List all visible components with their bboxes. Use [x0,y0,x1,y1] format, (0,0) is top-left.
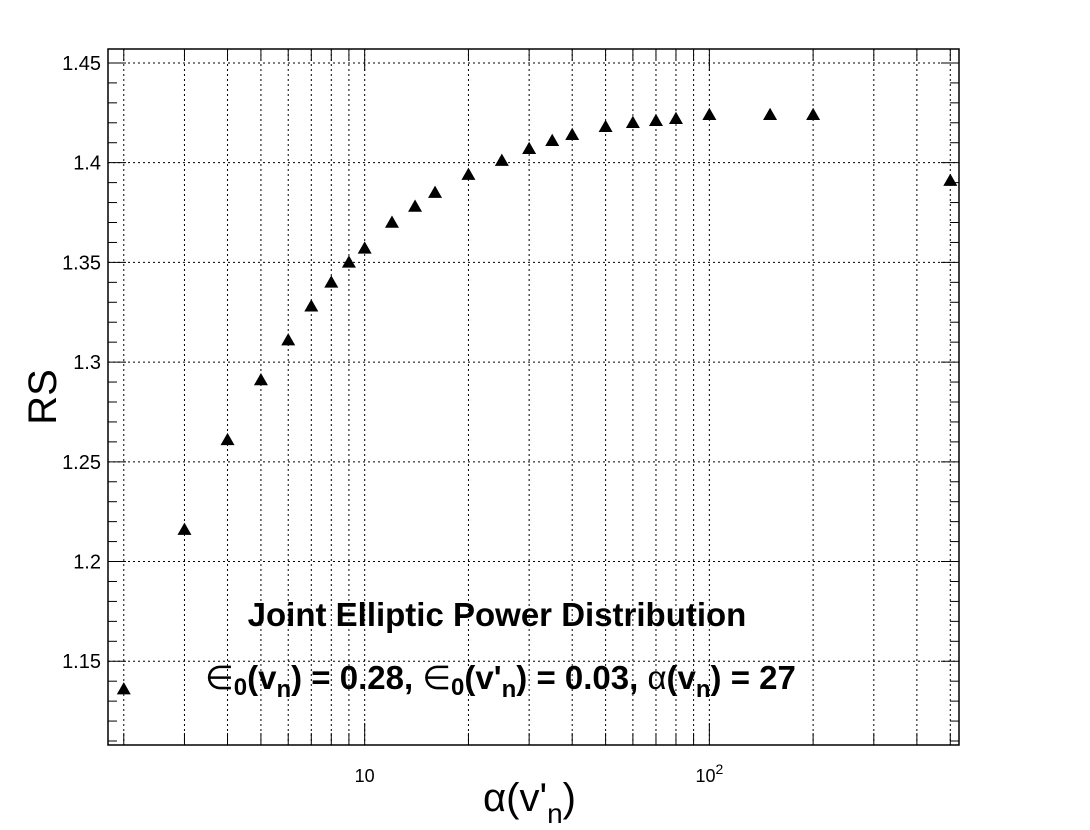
data-point [648,113,663,127]
data-point [324,275,339,288]
data-point [116,682,131,695]
data-point [702,107,717,121]
data-point [763,107,778,121]
annotation-title: Joint Elliptic Power Distribution [248,596,747,633]
y-tick-label: 1.15 [62,651,101,673]
data-point [220,432,235,446]
annotation-params: ∈0(vn) = 0.28, ∈0(v'n) = 0.03, α(vn) = 2… [205,659,796,703]
data-point [545,133,560,146]
data-point [281,333,296,346]
data-point [304,299,319,312]
y-tick-label: 1.2 [73,552,101,574]
data-point [384,215,399,228]
data-point [668,111,683,125]
data-point [522,141,537,154]
data-point [408,199,423,212]
data-point [625,115,640,129]
y-axis-title: RS [21,369,65,425]
x-tick-label: 10 [355,766,375,786]
y-tick-label: 1.45 [62,53,101,75]
x-tick-label: 102 [695,761,723,786]
data-point [565,127,580,141]
data-point [357,241,372,254]
data-point [943,173,958,186]
y-tick-label: 1.25 [62,452,101,474]
data-point [341,255,356,268]
data-point [253,373,268,386]
x-axis-title: α(v'n) [483,776,576,829]
data-point [177,522,192,535]
plot-frame [107,48,960,746]
data-point [428,185,443,198]
y-tick-label: 1.3 [73,352,101,374]
y-tick-labels: 1.15 1.2 1.25 1.3 1.35 1.4 1.45 [62,53,101,673]
x-tick-labels: 10 102 [355,761,724,786]
data-points [116,107,958,695]
data-point [494,153,509,166]
grid-lines [108,49,959,745]
data-point [598,119,613,133]
data-point [806,107,821,121]
y-tick-label: 1.4 [73,153,101,175]
data-point [461,167,476,180]
axis-ticks [108,49,959,745]
y-tick-label: 1.35 [62,252,101,274]
